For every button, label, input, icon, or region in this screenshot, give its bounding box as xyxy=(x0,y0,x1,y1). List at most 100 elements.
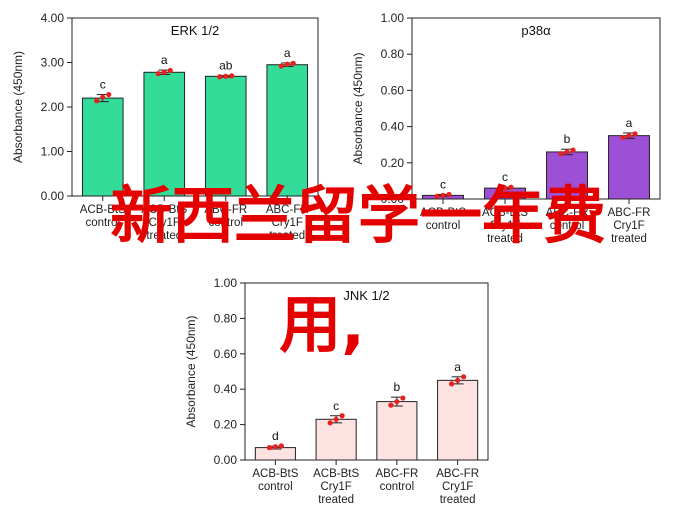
data-point xyxy=(394,398,400,405)
data-point xyxy=(100,94,106,100)
category-label: ABC-FR xyxy=(436,468,479,480)
data-point xyxy=(278,443,284,449)
data-point xyxy=(558,151,564,157)
bar xyxy=(608,135,650,200)
data-point xyxy=(496,186,502,192)
data-point xyxy=(620,134,626,141)
data-point xyxy=(449,381,455,387)
chart-title: JNK 1/2 xyxy=(343,288,389,303)
chart-title: ERK 1/2 xyxy=(171,23,219,38)
category-label: ABC-FR xyxy=(546,207,589,219)
significance-letter: c xyxy=(502,170,508,184)
category-label: treated xyxy=(146,230,182,242)
category-label: treated xyxy=(318,494,354,506)
bar xyxy=(376,401,418,461)
y-tick-label: 0.20 xyxy=(214,418,238,432)
bar xyxy=(437,379,479,461)
category-label: Cry1F xyxy=(272,217,303,229)
y-axis-title: Absorbance (450nm) xyxy=(184,315,198,427)
category-label: Cry1F xyxy=(489,220,520,232)
data-point xyxy=(272,444,278,450)
bar xyxy=(546,151,588,200)
data-point xyxy=(440,192,446,198)
y-tick-label: 0.00 xyxy=(381,192,405,206)
data-point xyxy=(333,416,339,422)
y-tick-label: 4.00 xyxy=(41,11,65,25)
bar xyxy=(143,71,186,197)
category-label: ACB-BtS xyxy=(80,204,126,216)
chart-jnk: JNK 1/2 0.00 0.20 0.40 0.60 0.80 1.00 Absorbanc… xyxy=(184,276,489,506)
y-axis-title: Absorbance (450nm) xyxy=(11,51,25,163)
category-label: Cry1F xyxy=(320,481,351,493)
plot-frame xyxy=(244,282,489,461)
data-point xyxy=(290,60,296,66)
bar xyxy=(315,418,357,461)
category-label: control xyxy=(380,481,415,493)
data-point xyxy=(155,71,161,77)
plot-frame xyxy=(411,17,661,200)
data-point xyxy=(508,184,514,190)
significance-letter: c xyxy=(333,399,339,413)
significance-letter: b xyxy=(394,380,401,394)
data-point xyxy=(161,69,167,75)
significance-letter: a xyxy=(284,46,291,60)
category-label: control xyxy=(208,217,243,229)
y-tick-label: 0.20 xyxy=(381,156,405,170)
data-point xyxy=(229,73,235,79)
category-label: ACB-BtS xyxy=(313,468,359,480)
category-label: Cry1F xyxy=(613,220,644,232)
data-point xyxy=(266,445,272,451)
y-tick-label: 0.80 xyxy=(214,311,238,325)
category-label: ACB-BtS xyxy=(420,207,466,219)
y-tick-label: 1.00 xyxy=(381,11,405,25)
significance-letter: a xyxy=(161,53,168,67)
data-point xyxy=(570,147,576,153)
bar xyxy=(204,75,247,197)
data-point xyxy=(446,191,452,198)
data-point xyxy=(94,98,100,104)
significance-letter: c xyxy=(100,78,106,92)
significance-letter: ab xyxy=(219,58,233,72)
category-label: Cry1F xyxy=(442,481,473,493)
data-point xyxy=(278,63,284,69)
category-label: ACB-BtS xyxy=(252,468,298,480)
data-point xyxy=(564,149,570,155)
chart-erk: ERK 1/2 0.00 1.00 2.00 3.00 4.00 Absorbance (4… xyxy=(11,11,319,242)
category-label: treated xyxy=(611,233,647,245)
y-tick-label: 2.00 xyxy=(41,100,65,114)
significance-letter: a xyxy=(626,116,633,130)
data-point xyxy=(626,133,632,139)
chart-p38a: p38α 0.00 0.20 0.40 0.60 0.80 1.00 Absorbance (… xyxy=(351,11,661,245)
category-label: control xyxy=(550,220,585,232)
category-label: ABC-FR xyxy=(266,204,309,216)
bar xyxy=(266,64,309,197)
category-label: ACB-BtS xyxy=(482,207,528,219)
category-label: ACB-BtS xyxy=(141,204,187,216)
data-point xyxy=(461,374,467,380)
y-tick-label: 0.60 xyxy=(214,347,238,361)
y-tick-label: 0.00 xyxy=(41,189,65,203)
bar xyxy=(81,97,124,197)
y-tick-label: 1.00 xyxy=(41,145,65,159)
data-point xyxy=(217,74,223,80)
significance-letter: c xyxy=(440,177,446,191)
significance-letter: d xyxy=(272,429,279,443)
y-axis-title: Absorbance (450nm) xyxy=(351,52,365,164)
data-point xyxy=(327,420,333,426)
y-tick-label: 0.00 xyxy=(214,453,238,467)
data-point xyxy=(434,193,440,199)
category-label: control xyxy=(85,217,120,229)
category-label: ABC-FR xyxy=(608,207,651,219)
category-label: control xyxy=(426,220,461,232)
category-label: control xyxy=(258,481,293,493)
data-point xyxy=(167,67,173,74)
data-point xyxy=(284,61,290,67)
category-label: treated xyxy=(440,494,476,506)
data-point xyxy=(632,131,638,137)
category-label: Cry1F xyxy=(149,217,180,229)
category-label: treated xyxy=(487,233,523,245)
data-point xyxy=(400,395,406,401)
data-point xyxy=(388,402,394,408)
data-point xyxy=(106,91,112,98)
